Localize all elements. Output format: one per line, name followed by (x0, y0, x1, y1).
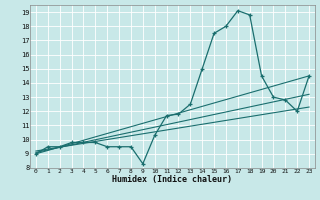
X-axis label: Humidex (Indice chaleur): Humidex (Indice chaleur) (113, 175, 233, 184)
